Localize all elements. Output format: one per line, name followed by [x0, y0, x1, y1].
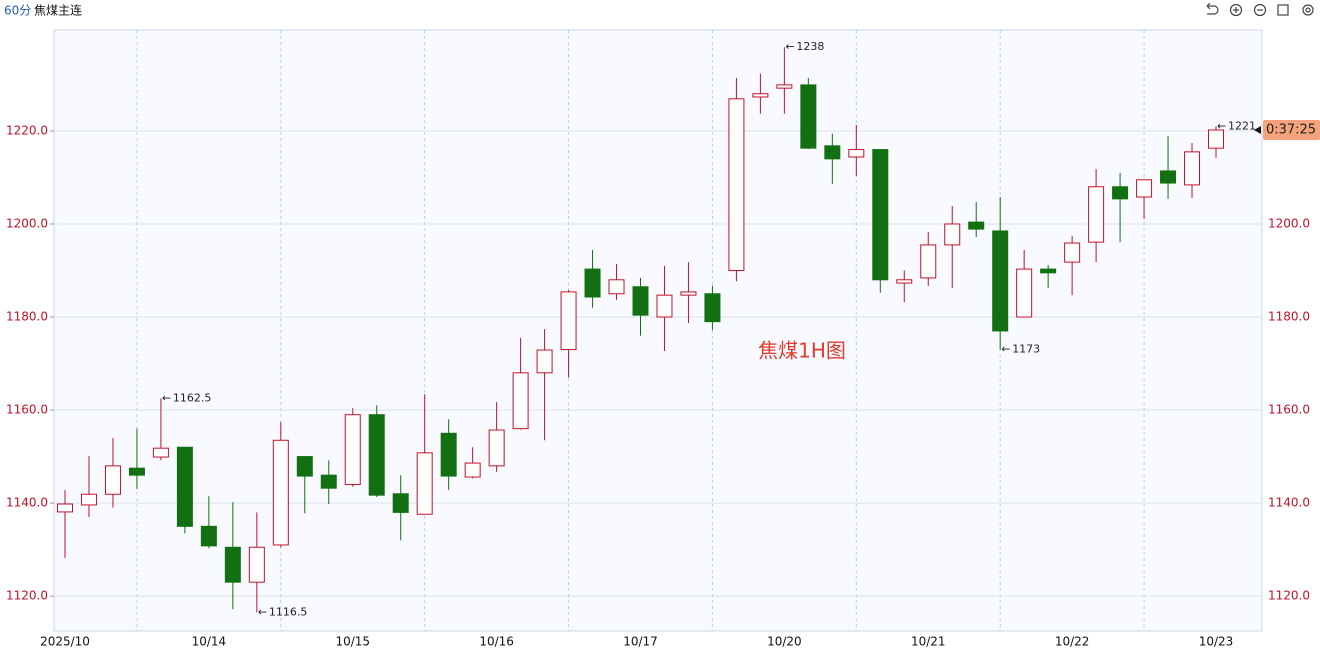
extreme-arrow: ← [258, 605, 267, 618]
extreme-arrow: ← [162, 391, 171, 404]
price-pointer [1254, 126, 1261, 135]
x-tick-label: 10/20 [767, 635, 802, 649]
candle-body [824, 145, 841, 160]
candle-body [1088, 186, 1105, 243]
candle-body [1016, 268, 1033, 318]
extreme-label: 1173 [1012, 343, 1040, 356]
candle-body [896, 279, 913, 284]
period: 60分 [4, 4, 31, 18]
candle-body [128, 467, 145, 476]
layout-button[interactable] [1277, 4, 1289, 16]
candle-body [584, 268, 601, 298]
candle-body [632, 286, 649, 316]
candle-body [872, 149, 889, 281]
candle-body [1040, 268, 1057, 274]
x-tick-label: 10/23 [1199, 635, 1234, 649]
candle-body [680, 291, 697, 296]
plot-area [53, 29, 1263, 632]
y2-tick-label: 1120.0 [1268, 589, 1310, 603]
candle-body [920, 244, 937, 279]
candle-body [320, 474, 337, 489]
candle-body [656, 294, 673, 318]
undo-button[interactable] [1206, 2, 1219, 15]
y-tick-label: 1200.0 [6, 216, 48, 230]
candle-body [224, 546, 241, 583]
x-tick-label: 10/17 [623, 635, 658, 649]
candle-body [152, 447, 169, 458]
extreme-arrow: ← [1001, 343, 1010, 356]
candle-body [200, 525, 217, 547]
candle-body [416, 452, 433, 515]
y2-tick-label: 1180.0 [1268, 310, 1310, 324]
candle-body [704, 293, 721, 323]
extreme-arrow: ← [1217, 119, 1226, 132]
y2-tick-label: 1140.0 [1268, 496, 1310, 510]
symbol: 焦煤主连 [34, 3, 82, 18]
extreme-label: 1221 [1228, 119, 1256, 132]
candle-body [1208, 129, 1224, 149]
candle-body [560, 291, 577, 351]
candle-body [392, 493, 409, 513]
candle-body [608, 279, 625, 295]
y-tick-label: 1220.0 [6, 123, 48, 137]
extreme-label: 1162.5 [173, 391, 212, 404]
candle-body [176, 446, 193, 527]
candle-body [57, 503, 73, 513]
watermark: 焦煤1H图 [758, 339, 846, 363]
candle-body [344, 414, 361, 485]
candle-body [1136, 179, 1153, 198]
candle-body [536, 349, 553, 374]
candle-body [272, 439, 289, 546]
candle-body [104, 465, 121, 495]
candle-body [944, 223, 961, 246]
settings-icon [1305, 7, 1311, 13]
candle-body [488, 429, 505, 467]
candle-body [1112, 186, 1129, 200]
zoom-out-button[interactable] [1253, 3, 1267, 17]
candle-body [992, 230, 1009, 332]
countdown: 0:37:25 [1266, 123, 1316, 138]
x-tick-label: 10/16 [479, 635, 514, 649]
x-tick-label: 10/21 [911, 635, 946, 649]
candle-body [800, 84, 817, 149]
countdown-bg [1263, 120, 1320, 141]
extreme-label: 1116.5 [269, 605, 308, 618]
candle-body [848, 149, 865, 158]
zoom-in-button[interactable] [1229, 3, 1243, 17]
candle-body [512, 372, 529, 430]
candle-body [728, 98, 745, 271]
toolbar [1206, 2, 1314, 17]
candle-body [440, 432, 457, 477]
x-tick-label: 2025/10 [40, 635, 90, 649]
extreme-label: 1238 [796, 40, 824, 53]
y-tick-label: 1160.0 [6, 403, 48, 417]
y-tick-label: 1140.0 [6, 496, 48, 510]
candle-body [296, 456, 313, 477]
candle-body [968, 221, 985, 230]
settings-button[interactable] [1302, 4, 1314, 16]
candle-body [1184, 151, 1201, 186]
extreme-arrow: ← [785, 40, 794, 53]
candle-body [752, 93, 769, 98]
candle-body [248, 546, 265, 583]
candle-body [776, 84, 793, 89]
y2-tick-label: 1160.0 [1268, 403, 1310, 417]
y-tick-label: 1180.0 [6, 310, 48, 324]
candle-body [368, 414, 385, 496]
candle-body [1064, 242, 1081, 263]
candle-body [1160, 170, 1177, 184]
x-tick-label: 10/15 [335, 635, 370, 649]
candle-body [464, 462, 481, 478]
x-tick-label: 10/22 [1055, 635, 1090, 649]
zoom-in-icon [1233, 7, 1239, 13]
candle-body [80, 493, 97, 506]
y2-tick-label: 1200.0 [1268, 216, 1310, 230]
x-tick-label: 10/14 [192, 635, 227, 649]
y-tick-label: 1120.0 [6, 589, 48, 603]
